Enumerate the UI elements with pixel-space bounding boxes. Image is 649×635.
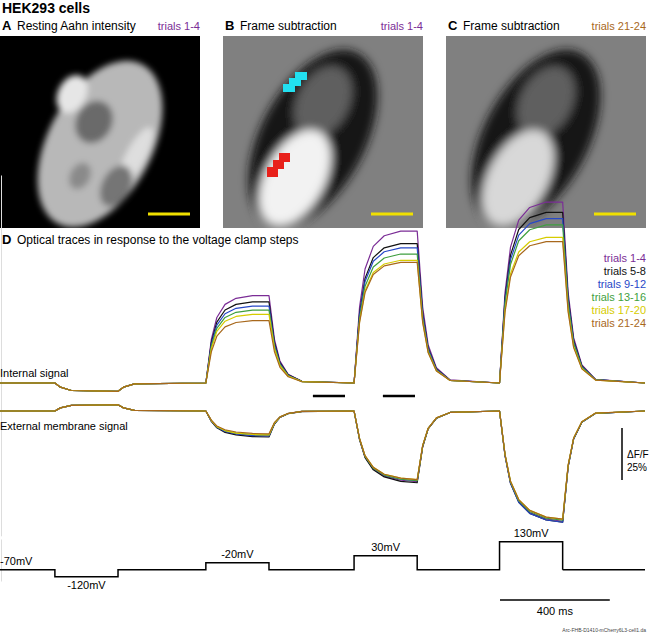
interval-bar [383, 395, 415, 398]
scale-bar-title: ΔF/F [627, 449, 649, 460]
image-panel: B Frame subtraction trials 1-4 [222, 18, 423, 247]
trace [0, 202, 645, 391]
image [0, 36, 200, 228]
trace [0, 242, 645, 392]
cell-region [282, 56, 364, 148]
cell-region [505, 56, 587, 148]
trials-label: trials 1-4 [158, 20, 200, 32]
y-axis [1, 391, 2, 537]
trace [0, 405, 645, 520]
roi [283, 72, 307, 92]
axis-line [1, 391, 2, 537]
trials-label: trials 1-4 [381, 20, 423, 32]
legend-entry: trials 17-20 [592, 304, 646, 316]
trace [0, 225, 645, 391]
trials-label: trials 21-24 [592, 20, 646, 32]
scale-bar [594, 213, 636, 216]
image-panel: A Resting Aahn intensity trials 1-4 [0, 18, 200, 248]
trace [0, 405, 645, 519]
legend-entry: trials 13-16 [592, 291, 646, 303]
panel-label: D [2, 232, 11, 247]
voltage-label: 30mV [371, 541, 400, 553]
plot-lines [0, 542, 645, 577]
panel-label: A [2, 18, 12, 33]
panel-title: Resting Aahn intensity [17, 19, 136, 33]
scale-bar [621, 428, 623, 480]
cell-region [244, 118, 346, 228]
interval-bar [313, 395, 345, 398]
trace [0, 219, 645, 392]
trace [0, 212, 645, 391]
trace [0, 237, 645, 391]
trace [0, 405, 645, 519]
voltage-label: -120mV [67, 579, 106, 591]
panel-title: Frame subtraction [463, 19, 560, 33]
voltage-trace [563, 569, 645, 571]
scale-bar [500, 599, 610, 601]
signal-label: Internal signal [0, 367, 69, 379]
cell-region [12, 40, 188, 228]
plot-lines [0, 202, 645, 391]
scale-bar [148, 213, 190, 216]
voltage-label: 130mV [514, 527, 550, 539]
roi [267, 153, 290, 177]
plot-lines [0, 405, 645, 523]
legend-entry: trials 21-24 [592, 317, 646, 329]
voltage-label: -70mV [0, 555, 33, 567]
figure: HEK293 cells A Resting Aahn intensity trial… [0, 0, 649, 635]
voltage-trace [0, 542, 563, 577]
scale-bar-label: 25% [627, 462, 647, 473]
scale-bar [371, 213, 413, 216]
cell-region [93, 160, 138, 212]
cell-region [65, 159, 96, 193]
cell-region [68, 94, 120, 150]
legend-entry: trials 5-8 [604, 265, 646, 277]
cell-region [223, 36, 404, 228]
panel-label: B [225, 18, 234, 33]
panel-label: C [448, 18, 458, 33]
legend-entry: trials 9-12 [598, 278, 646, 290]
image [223, 36, 423, 228]
image [446, 36, 646, 228]
legend-entry: trials 1-4 [604, 252, 646, 264]
trace [0, 405, 645, 521]
panel-title: Frame subtraction [240, 19, 337, 33]
scale-bar-label: 400 ms [537, 605, 574, 617]
signal-label: External membrane signal [0, 420, 128, 432]
voltage-label: -20mV [221, 548, 254, 560]
cell-region [467, 118, 569, 228]
footnote: Arc-FHB-D1410-mCherry6L3-cell1.da [562, 627, 646, 633]
trace [0, 405, 645, 523]
figure-title: HEK293 cells [2, 0, 90, 16]
chart-title: Optical traces in response to the voltag… [17, 233, 298, 247]
cell-region [446, 36, 627, 228]
trace [0, 405, 645, 523]
